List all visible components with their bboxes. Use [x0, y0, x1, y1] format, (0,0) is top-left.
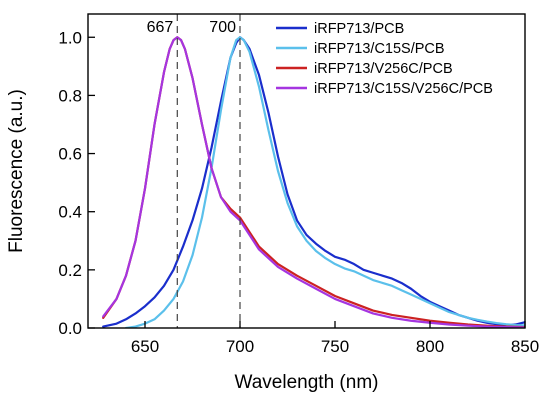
x-tick-label-850: 850: [511, 337, 539, 356]
y-tick-label-0: 0.0: [58, 319, 82, 338]
plot-area: 667 700 650 700 750 800 850 0.0 0.2 0.4 0.6 0.8 1.0 i…: [58, 13, 539, 356]
legend-label-1: iRFP713/PCB: [314, 21, 404, 37]
series-group: [102, 14, 525, 328]
y-tick-label-0.8: 0.8: [58, 86, 82, 105]
x-tick-label-650: 650: [131, 337, 159, 356]
plot-frame: [87, 13, 526, 329]
annotation-label-700: 700: [209, 19, 236, 36]
legend-label-2: iRFP713/C15S/PCB: [314, 41, 445, 57]
x-tick-label-700: 700: [226, 337, 254, 356]
annotation-label-667: 667: [147, 19, 174, 36]
series-line-2: [124, 36, 525, 328]
y-tick-label-0.6: 0.6: [58, 145, 82, 164]
legend-label-4: iRFP713/C15S/V256C/PCB: [314, 81, 493, 97]
y-axis-title: Fluorescence (a.u.): [6, 89, 27, 253]
y-tick-label-0.4: 0.4: [58, 203, 82, 222]
x-tick-label-800: 800: [416, 337, 444, 356]
series-line-4: [102, 36, 525, 328]
x-tick-label-750: 750: [321, 337, 349, 356]
legend-label-3: iRFP713/V256C/PCB: [314, 61, 453, 77]
x-axis-title: Wavelength (nm): [235, 372, 379, 393]
y-tick-label-0.2: 0.2: [58, 261, 82, 280]
y-tick-label-1: 1.0: [58, 28, 82, 47]
legend: iRFP713/PCB iRFP713/C15S/PCB iRFP713/V256C…: [276, 21, 493, 97]
